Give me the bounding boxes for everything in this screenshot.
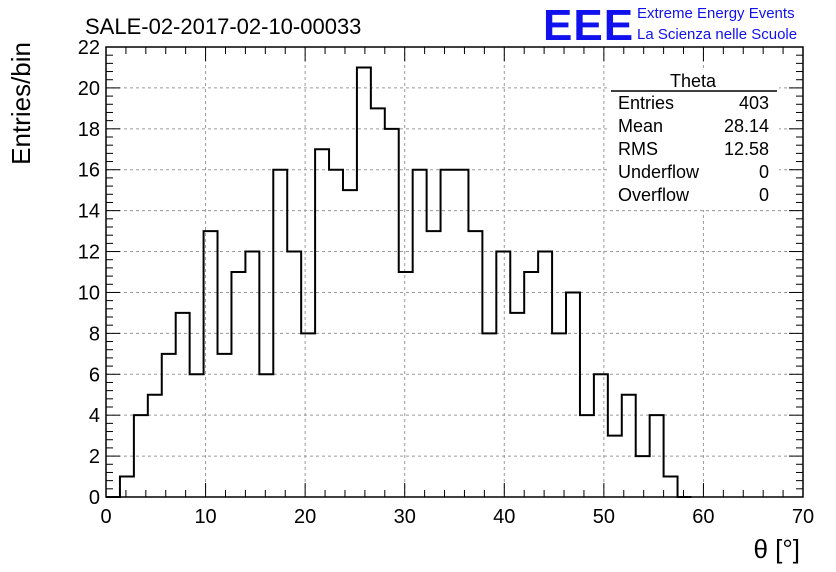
histogram-bin: [273, 170, 287, 497]
stats-value-underflow: 0: [759, 162, 769, 182]
x-tick-label: 40: [493, 506, 515, 528]
x-tick-label: 0: [100, 506, 111, 528]
histogram-bin: [538, 252, 552, 497]
brand-line-1: Extreme Energy Events: [637, 5, 795, 22]
brand-line-2: La Scienza nelle Scuole: [637, 26, 797, 43]
x-tick-label: 50: [593, 506, 615, 528]
y-tick-label: 14: [78, 201, 100, 223]
histogram-bin: [552, 333, 566, 497]
y-tick-label: 20: [78, 78, 100, 100]
histogram-bin: [315, 149, 329, 497]
histogram-bin: [259, 374, 273, 497]
stats-box-bg: [609, 70, 779, 210]
x-tick-label: 10: [194, 506, 216, 528]
histogram-bin: [468, 231, 482, 497]
y-tick-label: 4: [89, 405, 100, 427]
x-tick-label: 30: [394, 506, 416, 528]
histogram-bin: [455, 170, 469, 497]
histogram-bin: [664, 477, 678, 497]
histogram-bin: [413, 170, 427, 497]
histogram-bin: [287, 252, 301, 497]
histogram-bins: [120, 67, 678, 497]
histogram-bin: [524, 272, 538, 497]
plot-frame: [105, 46, 804, 498]
histogram-bin: [566, 292, 580, 497]
histogram-bin: [204, 231, 218, 497]
histogram-bin: [218, 354, 232, 497]
eee-logo: EEE: [543, 1, 634, 50]
stats-label-rms: RMS: [618, 139, 658, 159]
stats-value-rms: 12.58: [724, 139, 769, 159]
histogram-bin: [427, 231, 441, 497]
y-tick-label: 6: [89, 364, 100, 386]
histogram-bin: [343, 190, 357, 497]
histogram-bin: [301, 333, 315, 497]
stats-label-underflow: Underflow: [618, 162, 700, 182]
histogram-bin: [580, 415, 594, 497]
histogram-bin: [245, 252, 259, 497]
y-tick-label: 2: [89, 446, 100, 468]
histogram-bin: [190, 374, 204, 497]
histogram-bin: [385, 129, 399, 497]
histogram-bin: [622, 395, 636, 497]
histogram-bin: [594, 374, 608, 497]
stats-value-entries: 403: [739, 93, 769, 113]
x-axis-label: θ [°]: [753, 534, 800, 564]
stats-label-mean: Mean: [618, 116, 663, 136]
histogram-bin: [357, 67, 371, 497]
chart-title: SALE-02-2017-02-10-00033: [85, 14, 361, 39]
stats-label-entries: Entries: [618, 93, 674, 113]
x-tick-label: 60: [692, 506, 714, 528]
histogram-bin: [329, 170, 343, 497]
histogram-bin: [482, 333, 496, 497]
histogram-bin: [650, 415, 664, 497]
y-tick-label: 10: [78, 282, 100, 304]
histogram-bin: [176, 313, 190, 497]
y-tick-label: 16: [78, 160, 100, 182]
histogram-bin: [148, 395, 162, 497]
histogram-bin: [231, 272, 245, 497]
histogram-bin: [162, 354, 176, 497]
y-tick-label: 12: [78, 242, 100, 264]
y-tick-label: 8: [89, 323, 100, 345]
histogram-bin: [120, 477, 134, 497]
histogram-bin: [134, 415, 148, 497]
histogram-bin: [636, 456, 650, 497]
histogram-bin: [496, 252, 510, 497]
y-tick-label: 0: [89, 487, 100, 509]
tick-labels-layer: 0 10 20 30 40 50 60 70 0 2 4 6 8 10 12 14 16 18 20 22: [78, 37, 814, 528]
stats-box-title: Theta: [670, 71, 717, 91]
stats-label-overflow: Overflow: [618, 185, 690, 205]
y-tick-label: 22: [78, 37, 100, 59]
stats-box: Theta Entries 403 Mean 28.14 RMS 12.58 U…: [609, 70, 779, 210]
y-tick-label: 18: [78, 119, 100, 141]
histogram-bin: [608, 436, 622, 497]
stats-value-mean: 28.14: [724, 116, 769, 136]
histogram-bin: [371, 108, 385, 497]
x-tick-label: 70: [792, 506, 814, 528]
histogram-bin: [510, 313, 524, 497]
x-tick-label: 20: [294, 506, 316, 528]
histogram-bin: [399, 272, 413, 497]
y-axis-label: Entries/bin: [6, 42, 36, 165]
histogram-bin: [441, 170, 455, 497]
histogram-step-line: [106, 66, 692, 498]
stats-value-overflow: 0: [759, 185, 769, 205]
ticks-layer: [105, 46, 804, 498]
